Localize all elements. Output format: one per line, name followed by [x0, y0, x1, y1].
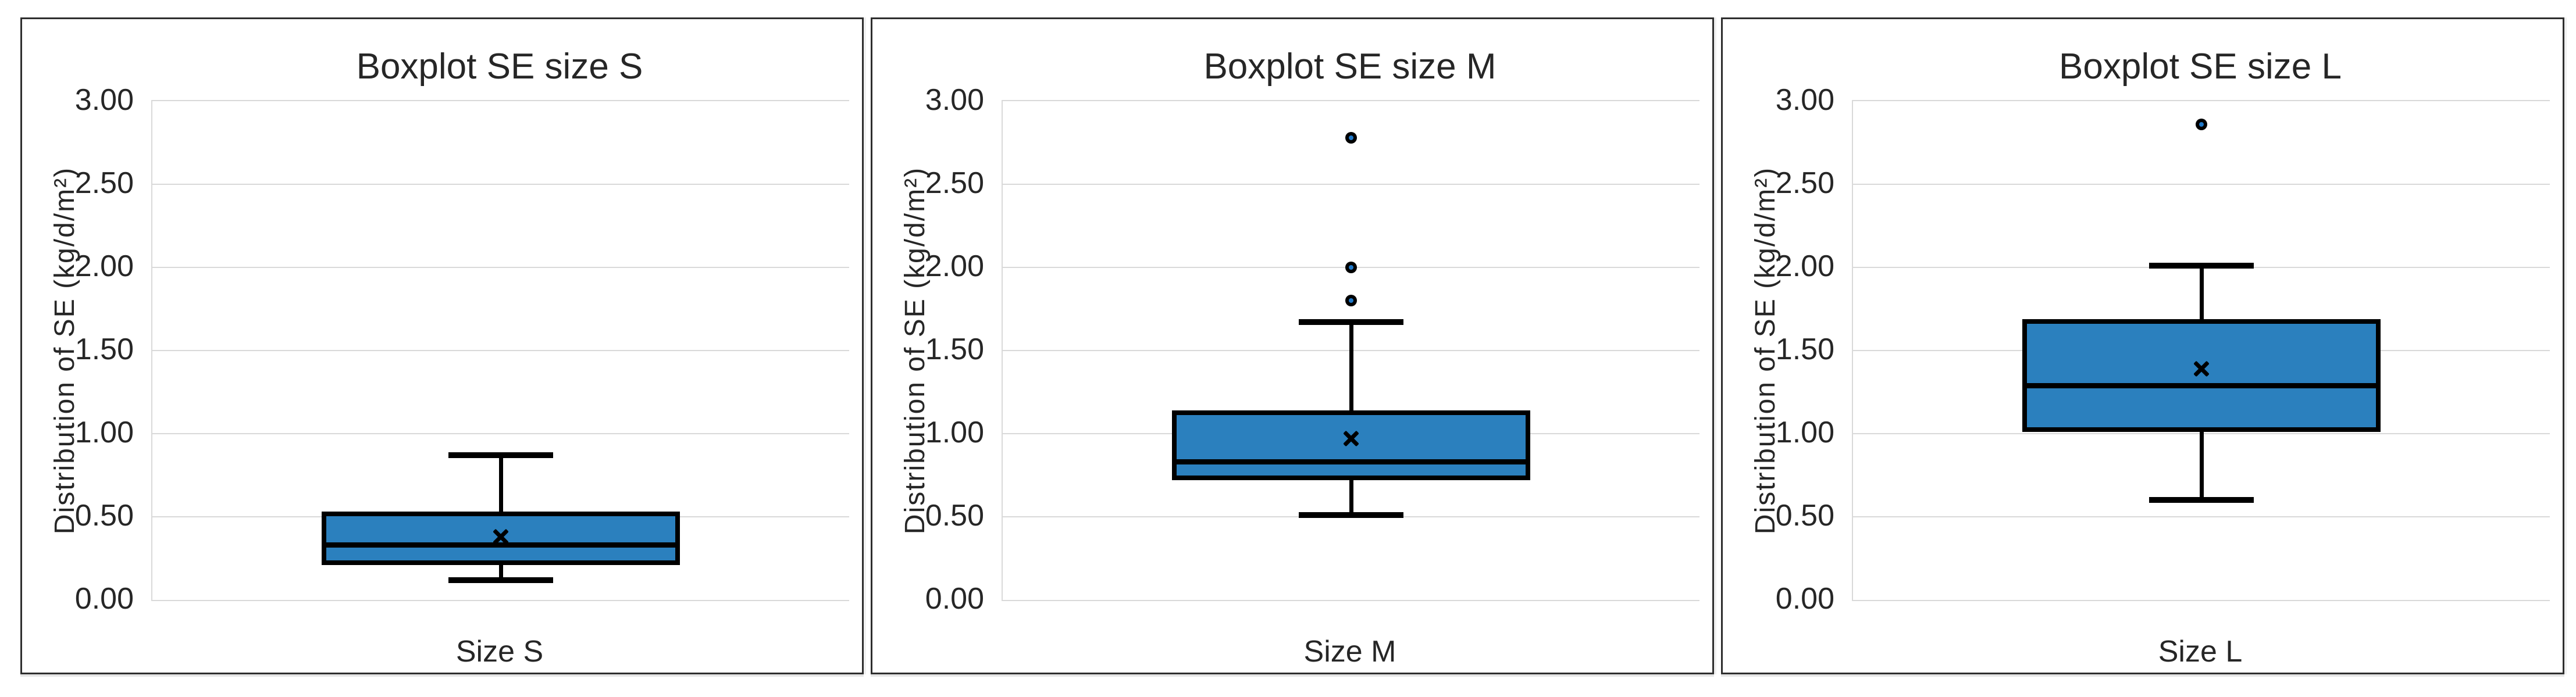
outlier-point [1345, 295, 1357, 307]
chart-title: Boxplot SE size M [1203, 47, 1497, 87]
y-tick-label: 3.00 [74, 83, 134, 117]
outlier-point-core [1349, 265, 1353, 270]
y-tick-label: 0.50 [925, 499, 984, 532]
y-gridline [152, 184, 849, 185]
median-line [1172, 459, 1530, 465]
lower-whisker-stem [498, 564, 503, 580]
mean-marker [491, 527, 511, 546]
chart-title: Boxplot SE size S [356, 47, 643, 87]
y-tick-label: 2.00 [1775, 249, 1834, 283]
y-tick-label: 0.50 [1775, 499, 1834, 532]
x-category-label: Size S [455, 635, 544, 669]
outlier-point [2196, 119, 2207, 131]
x-category-label: Size L [2158, 635, 2243, 669]
y-tick-label: 1.00 [74, 416, 134, 449]
lower-whisker-stem [1349, 480, 1353, 516]
y-tick-label: 2.50 [925, 166, 984, 200]
chart-title: Boxplot SE size L [2059, 47, 2342, 87]
y-tick-label: 3.00 [925, 83, 984, 117]
y-gridline [1853, 516, 2550, 517]
outlier-point [1345, 131, 1357, 144]
y-gridline [152, 350, 849, 351]
iqr-box [1172, 410, 1530, 481]
lower-whisker-stem [2199, 432, 2204, 501]
y-tick-label: 1.50 [1775, 333, 1834, 366]
y-gridline [1003, 184, 1699, 185]
boxplot-chart-size-s[interactable]: Boxplot SE size S Distribution of SE (kg… [20, 17, 864, 674]
y-tick-label: 1.50 [925, 333, 984, 366]
y-tick-label: 1.00 [1775, 416, 1834, 449]
upper-whisker-stem [498, 455, 503, 512]
plot-area [1852, 100, 2550, 601]
mean-marker [1341, 429, 1361, 449]
y-tick-label: 2.00 [925, 249, 984, 283]
median-line [2022, 383, 2381, 388]
upper-whisker-stem [1349, 322, 1353, 410]
upper-whisker-cap [2149, 263, 2254, 269]
y-gridline [152, 267, 849, 268]
upper-whisker-cap [1299, 319, 1403, 326]
y-tick-label: 2.50 [74, 166, 134, 200]
upper-whisker-cap [448, 452, 553, 459]
y-tick-label: 0.00 [925, 582, 984, 616]
plot-area [1002, 100, 1699, 601]
boxplot-chart-size-m[interactable]: Boxplot SE size M Distribution of SE (kg… [871, 17, 1714, 674]
y-tick-label: 0.00 [74, 582, 134, 616]
y-tick-label: 0.50 [74, 499, 134, 532]
y-gridline [152, 433, 849, 434]
median-line [322, 542, 680, 548]
lower-whisker-cap [1299, 512, 1403, 519]
y-tick-label: 0.00 [1775, 582, 1834, 616]
plot-area [151, 100, 849, 601]
outlier-point-core [2199, 122, 2204, 127]
iqr-box [2022, 319, 2381, 433]
x-category-label: Size M [1303, 635, 1396, 669]
y-gridline [1853, 184, 2550, 185]
lower-whisker-cap [448, 577, 553, 583]
y-tick-label: 3.00 [1775, 83, 1834, 117]
outlier-point [1345, 262, 1357, 273]
y-tick-label: 2.50 [1775, 166, 1834, 200]
outlier-point-core [1349, 298, 1353, 303]
mean-marker [2192, 359, 2211, 378]
y-tick-label: 1.50 [74, 333, 134, 366]
outlier-point-core [1349, 135, 1353, 140]
y-tick-label: 2.00 [74, 249, 134, 283]
lower-whisker-cap [2149, 497, 2254, 503]
upper-whisker-stem [2199, 266, 2204, 319]
boxplot-chart-size-l[interactable]: Boxplot SE size L Distribution of SE (kg… [1721, 17, 2564, 674]
y-tick-label: 1.00 [925, 416, 984, 449]
